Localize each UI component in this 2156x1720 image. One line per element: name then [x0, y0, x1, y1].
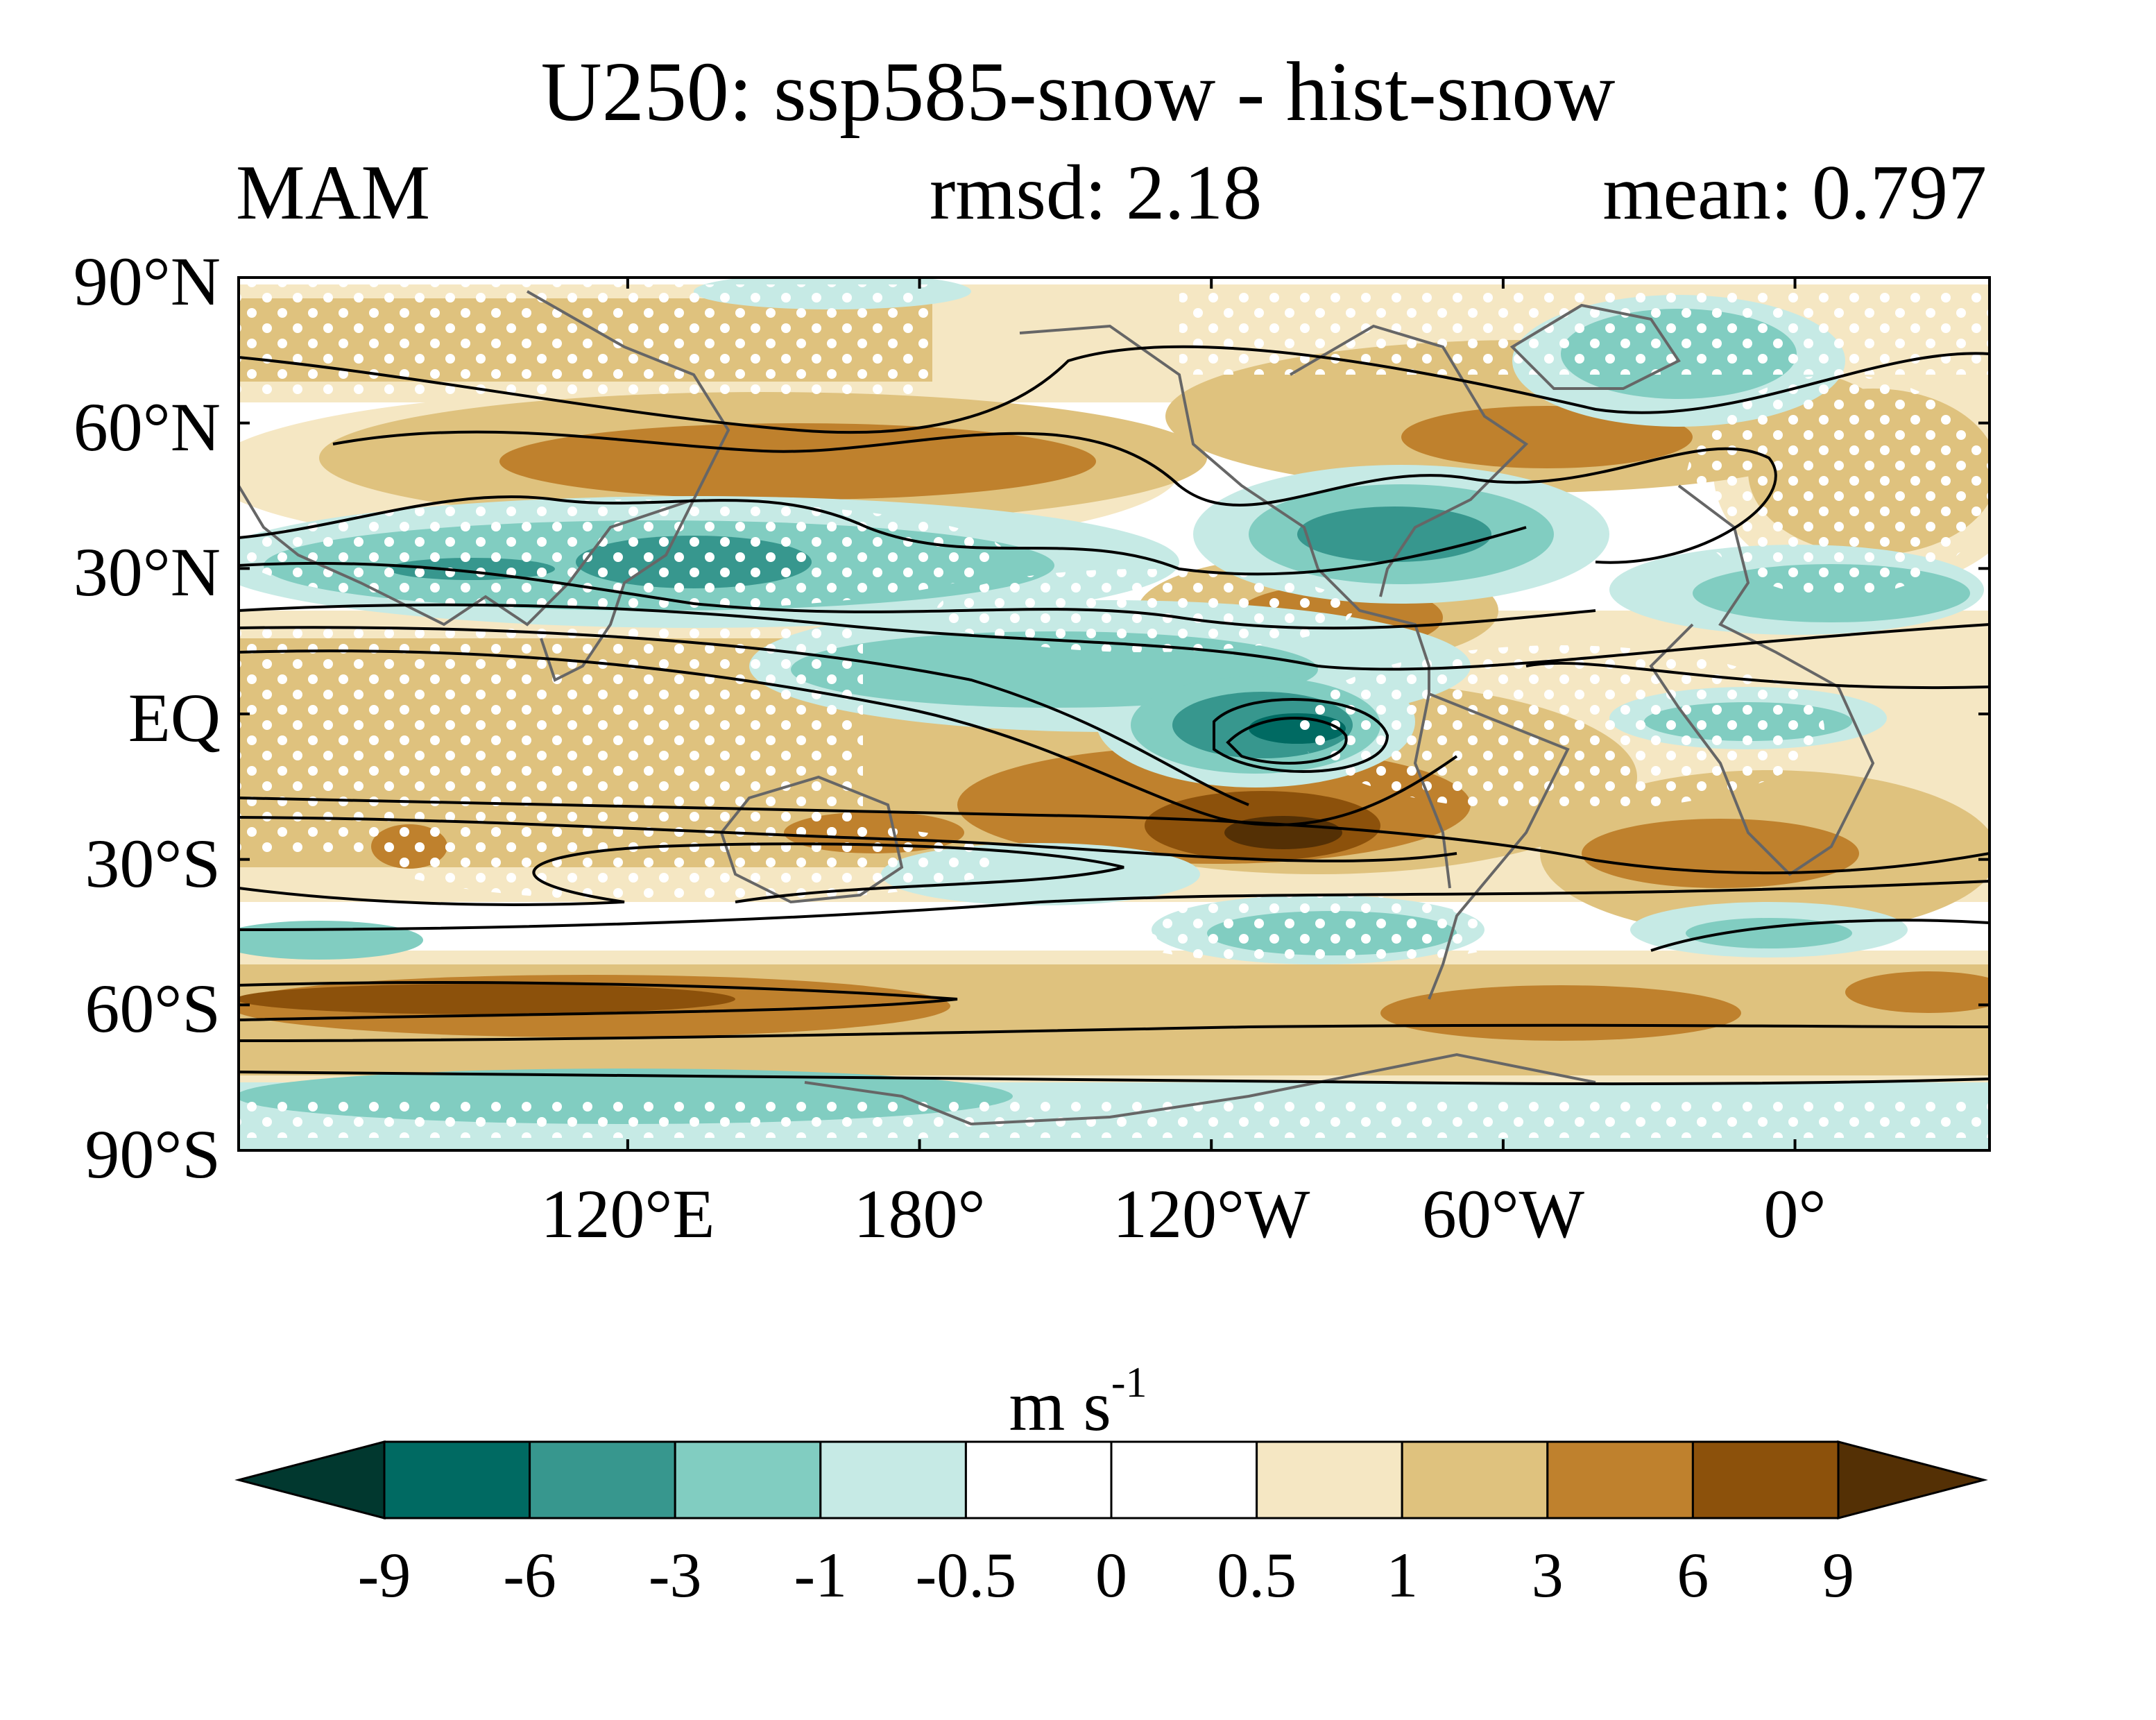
season-label: MAM [236, 150, 431, 236]
lat-label: 30°S [85, 824, 221, 902]
colorbar-box [964, 1440, 1113, 1519]
mean-label: mean: 0.797 [1602, 150, 1987, 236]
colorbar-tick-label: 9 [1822, 1540, 1854, 1610]
colorbar-tick-label: -6 [503, 1540, 556, 1610]
colorbar-box [383, 1440, 531, 1519]
lon-label: 180° [853, 1175, 986, 1252]
colorbar-box [529, 1440, 676, 1519]
lon-label: 120°W [1113, 1175, 1310, 1252]
colorbar-tick-label: 6 [1677, 1540, 1709, 1610]
colorbar-box [674, 1440, 822, 1519]
colorbar-box [1110, 1440, 1258, 1519]
colorbar-tick-label: 3 [1531, 1540, 1564, 1610]
colorbar-tick-label: 1 [1386, 1540, 1419, 1610]
climatology-contours [239, 345, 1990, 1086]
colorbar-tick-label: 0 [1095, 1540, 1127, 1610]
colorbar-tick-label: 0.5 [1217, 1540, 1297, 1610]
lon-label: 60°W [1421, 1175, 1585, 1252]
significance-stippling [239, 284, 1990, 1138]
colorbar-box [1256, 1440, 1403, 1519]
lat-label: 60°N [73, 388, 221, 466]
lat-label: 90°N [73, 243, 221, 320]
colorbar-box [1691, 1440, 1840, 1519]
lat-label: 60°S [85, 970, 221, 1048]
coastlines [239, 290, 1875, 1126]
colorbar-tick-label: -3 [648, 1540, 702, 1610]
colorbar-extend-high [1837, 1440, 1988, 1519]
units-base: m s [1009, 1366, 1111, 1446]
anomaly-field [239, 278, 1990, 1150]
colorbar [234, 1440, 1988, 1519]
lat-label: 90°S [85, 1116, 221, 1193]
axis-ticks [239, 276, 1990, 1152]
colorbar-tick-label: -9 [357, 1540, 411, 1610]
figure-title: U250: ssp585-snow - hist-snow [540, 45, 1616, 139]
colorbar-box [1401, 1440, 1549, 1519]
colorbar-extend-low [234, 1440, 386, 1519]
colorbar-tick-label: -1 [794, 1540, 848, 1610]
colorbar-tick-label: -0.5 [915, 1540, 1017, 1610]
lon-label: 120°E [540, 1175, 715, 1252]
colorbar-box [1546, 1440, 1694, 1519]
lat-label: 30°N [73, 534, 221, 611]
lat-label: EQ [128, 679, 221, 756]
units-exponent: -1 [1111, 1359, 1147, 1406]
lon-label: 0° [1763, 1175, 1826, 1252]
colorbar-box [819, 1440, 967, 1519]
colorbar-units: m s-1 [0, 1361, 2156, 1442]
rmsd-label: rmsd: 2.18 [930, 150, 1263, 236]
